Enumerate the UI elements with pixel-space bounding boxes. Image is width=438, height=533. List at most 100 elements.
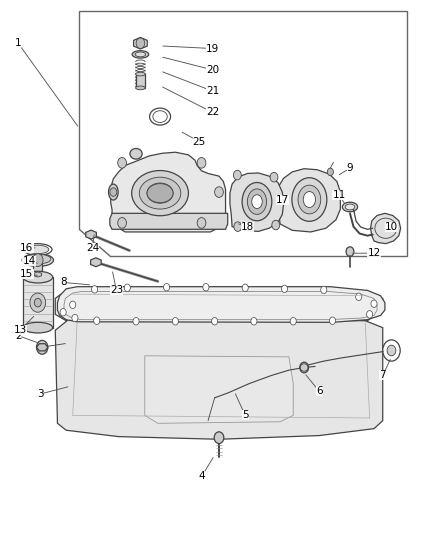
Ellipse shape xyxy=(27,245,49,254)
Circle shape xyxy=(30,293,46,312)
Text: 23: 23 xyxy=(110,272,123,295)
Text: 9: 9 xyxy=(339,163,353,175)
Ellipse shape xyxy=(153,111,167,123)
Circle shape xyxy=(163,284,170,291)
Circle shape xyxy=(346,247,354,256)
Text: 2: 2 xyxy=(15,330,37,343)
Polygon shape xyxy=(371,213,401,244)
Circle shape xyxy=(133,318,139,325)
Text: 22: 22 xyxy=(162,87,219,117)
Ellipse shape xyxy=(345,204,355,210)
Text: 7: 7 xyxy=(379,359,390,381)
Ellipse shape xyxy=(247,189,267,214)
Circle shape xyxy=(242,284,248,292)
Text: 5: 5 xyxy=(236,394,248,421)
Circle shape xyxy=(32,254,43,266)
Text: 13: 13 xyxy=(14,317,34,335)
Ellipse shape xyxy=(292,177,327,221)
Text: 3: 3 xyxy=(37,387,68,399)
Polygon shape xyxy=(111,152,226,232)
Circle shape xyxy=(300,362,308,373)
Polygon shape xyxy=(36,344,48,351)
Circle shape xyxy=(118,158,127,168)
Ellipse shape xyxy=(298,185,321,214)
Circle shape xyxy=(136,38,145,49)
Text: 6: 6 xyxy=(306,375,323,397)
Bar xyxy=(23,277,53,328)
Ellipse shape xyxy=(23,322,53,333)
Polygon shape xyxy=(110,213,228,229)
Ellipse shape xyxy=(150,108,170,125)
Circle shape xyxy=(70,301,76,309)
Text: 18: 18 xyxy=(239,222,254,232)
Text: 14: 14 xyxy=(22,256,37,266)
Text: 17: 17 xyxy=(276,195,289,205)
Circle shape xyxy=(118,217,127,228)
Ellipse shape xyxy=(132,171,188,216)
Polygon shape xyxy=(79,11,407,256)
Ellipse shape xyxy=(147,183,173,203)
Ellipse shape xyxy=(132,51,149,58)
Ellipse shape xyxy=(343,202,357,212)
Text: 21: 21 xyxy=(162,72,219,96)
Circle shape xyxy=(356,293,362,301)
Bar xyxy=(136,74,145,88)
Text: 11: 11 xyxy=(332,190,346,203)
Polygon shape xyxy=(147,183,173,203)
Circle shape xyxy=(72,314,78,322)
Circle shape xyxy=(92,286,98,293)
Circle shape xyxy=(203,284,209,291)
Circle shape xyxy=(197,217,206,228)
Circle shape xyxy=(270,172,278,182)
Circle shape xyxy=(387,345,396,356)
Polygon shape xyxy=(57,287,385,322)
Circle shape xyxy=(321,286,327,294)
Circle shape xyxy=(36,341,48,354)
Polygon shape xyxy=(55,290,383,321)
Circle shape xyxy=(110,188,117,196)
Ellipse shape xyxy=(25,254,51,264)
Circle shape xyxy=(214,432,224,443)
Ellipse shape xyxy=(22,254,53,266)
Circle shape xyxy=(272,220,280,230)
Ellipse shape xyxy=(252,195,262,208)
Text: 20: 20 xyxy=(163,57,219,75)
Circle shape xyxy=(367,311,373,318)
Ellipse shape xyxy=(136,72,145,76)
Text: 15: 15 xyxy=(20,270,37,279)
Circle shape xyxy=(172,318,178,325)
Ellipse shape xyxy=(23,271,53,283)
Text: 25: 25 xyxy=(182,132,206,147)
Circle shape xyxy=(383,340,400,361)
Circle shape xyxy=(290,318,296,325)
Text: 24: 24 xyxy=(86,235,99,253)
Text: 4: 4 xyxy=(198,458,213,481)
Ellipse shape xyxy=(136,86,145,90)
Polygon shape xyxy=(34,272,42,277)
Bar xyxy=(33,262,42,273)
Polygon shape xyxy=(86,230,96,239)
Circle shape xyxy=(371,300,377,308)
Text: 19: 19 xyxy=(163,44,219,53)
Polygon shape xyxy=(55,320,383,439)
Text: 1: 1 xyxy=(15,38,78,126)
Polygon shape xyxy=(91,258,101,266)
Text: 8: 8 xyxy=(61,278,90,287)
Ellipse shape xyxy=(139,177,181,209)
Circle shape xyxy=(124,284,131,292)
Circle shape xyxy=(60,309,66,316)
Circle shape xyxy=(197,158,206,168)
Text: 16: 16 xyxy=(20,243,35,253)
Ellipse shape xyxy=(135,52,146,57)
Polygon shape xyxy=(230,173,284,231)
Ellipse shape xyxy=(242,182,272,221)
Ellipse shape xyxy=(303,191,315,207)
Polygon shape xyxy=(134,37,147,49)
Circle shape xyxy=(212,318,218,325)
Circle shape xyxy=(251,318,257,325)
Circle shape xyxy=(233,170,241,180)
Polygon shape xyxy=(278,168,340,232)
Text: 10: 10 xyxy=(385,222,398,232)
Circle shape xyxy=(329,317,336,325)
Ellipse shape xyxy=(24,244,52,255)
